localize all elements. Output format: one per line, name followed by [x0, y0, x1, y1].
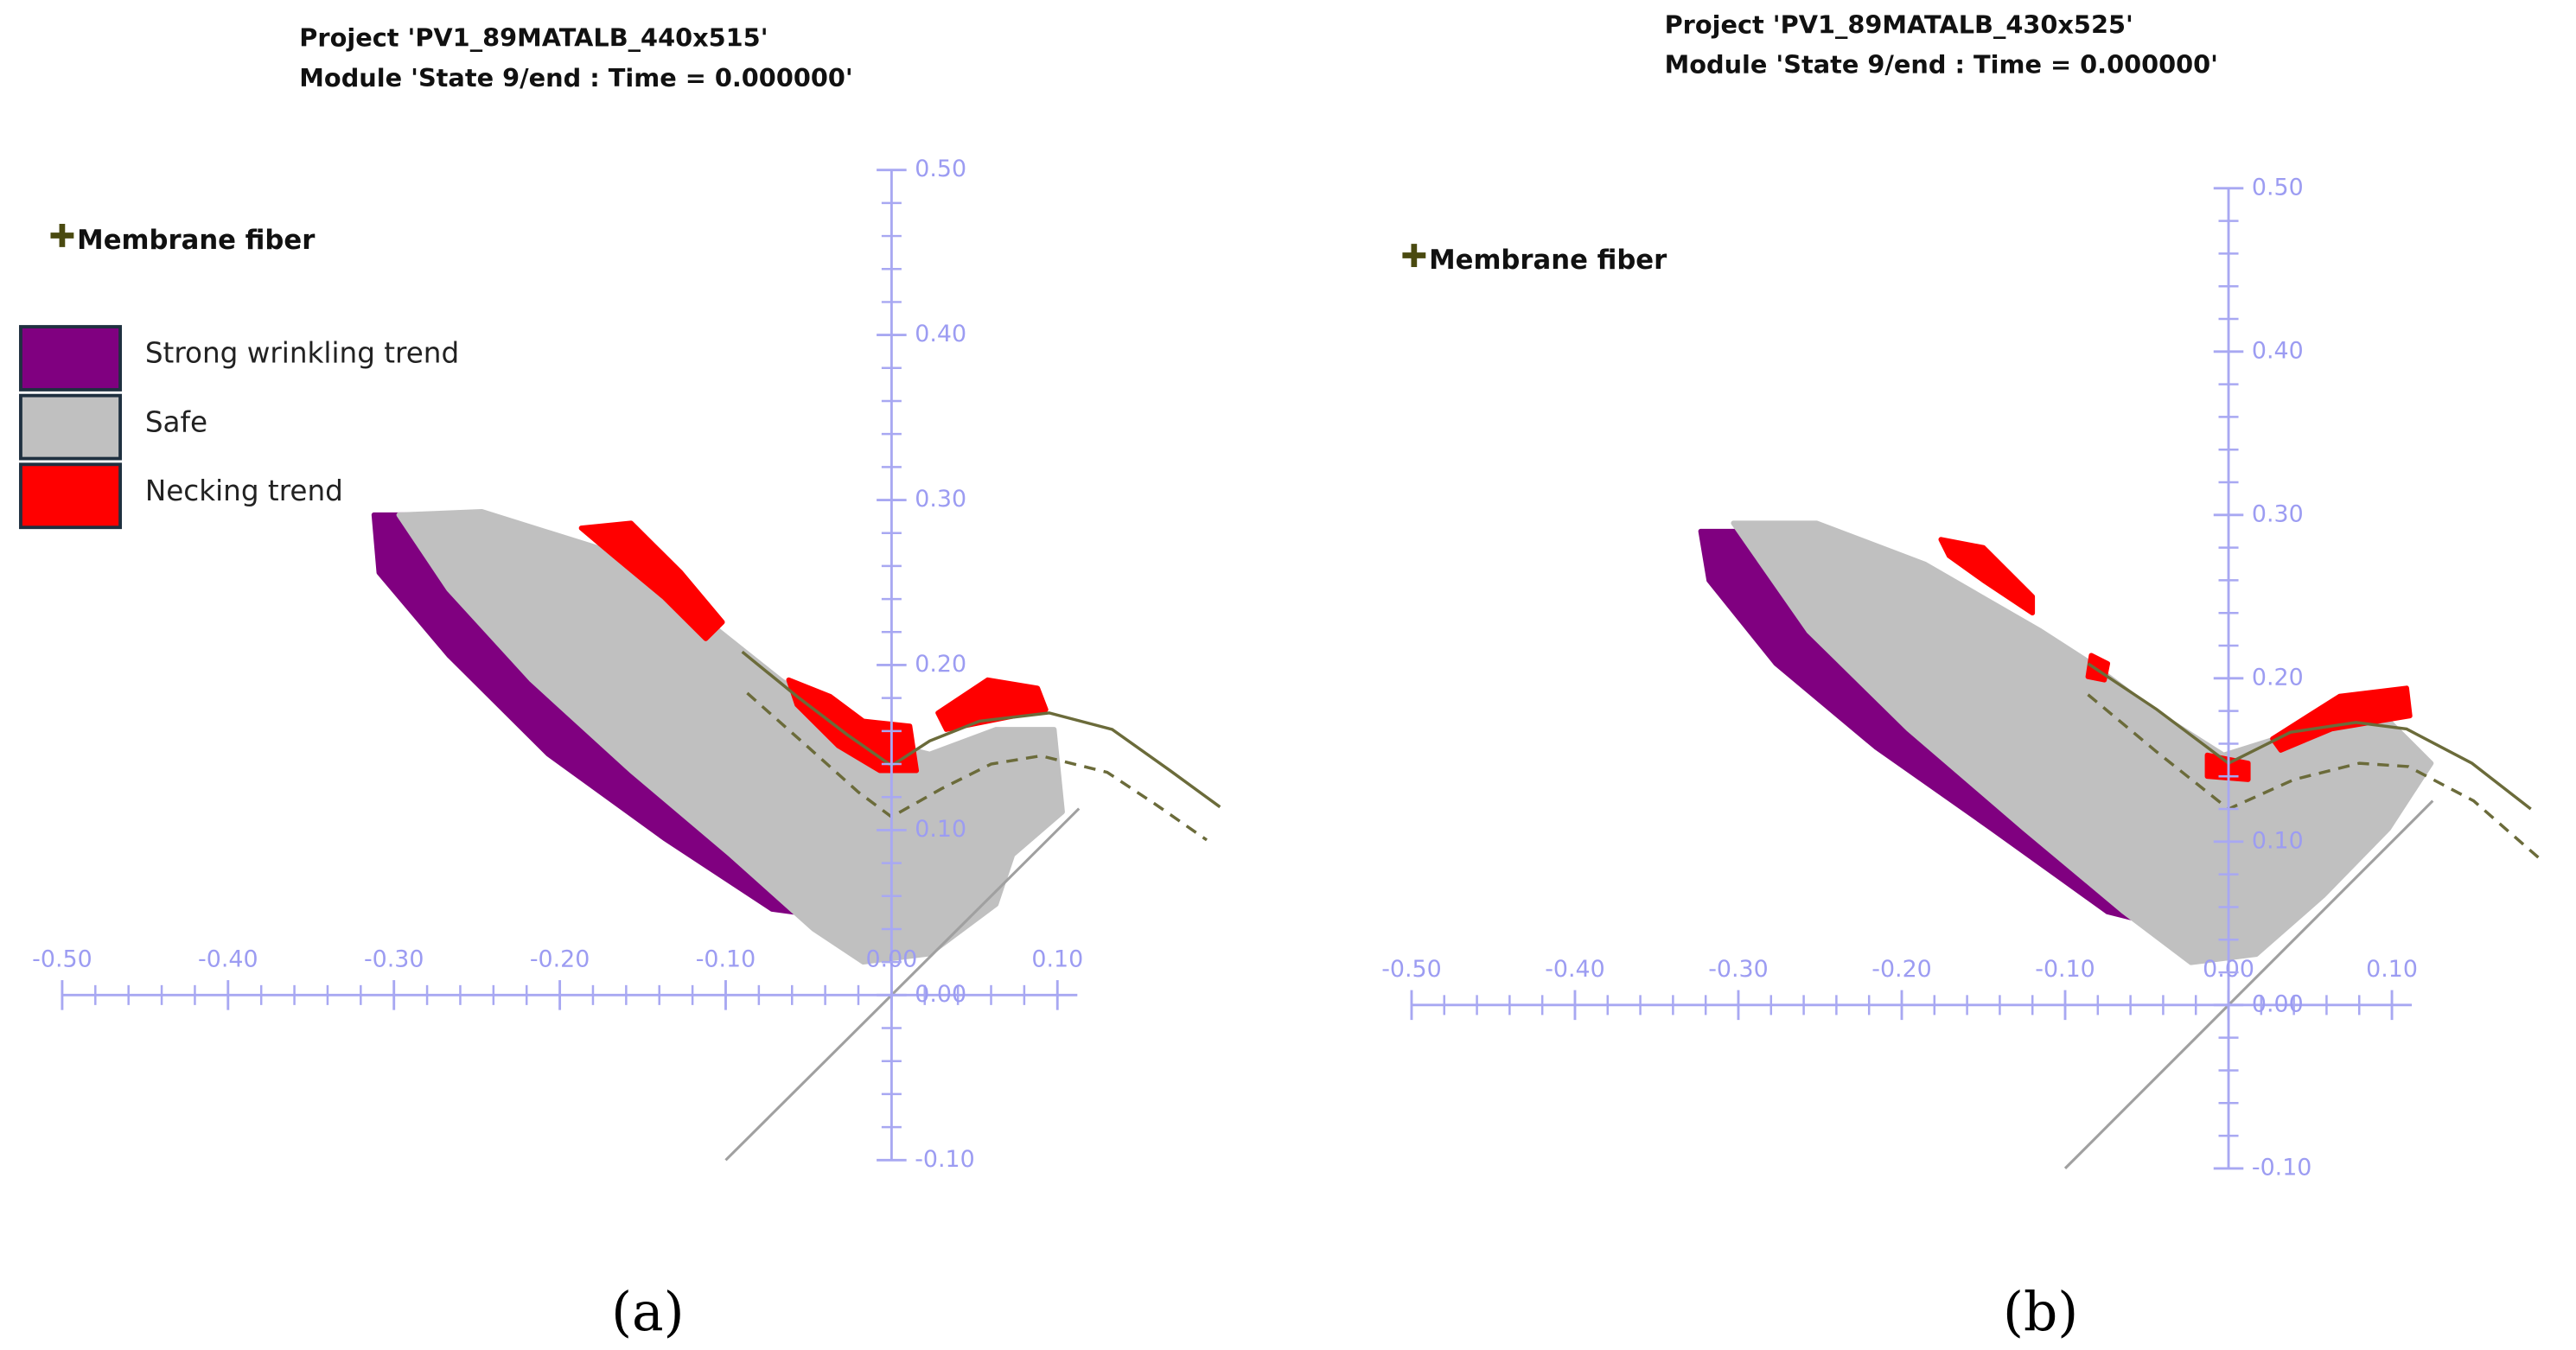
cloud-region [786, 677, 920, 774]
limit-curve [2087, 693, 2541, 860]
x-tick-label: -0.50 [1381, 956, 1442, 983]
limit-curve [741, 650, 1221, 809]
cloud-region [578, 520, 725, 641]
reference-line [2063, 799, 2434, 1169]
legend-label: Strong wrinkling trend [145, 337, 459, 370]
y-tick-label: 0.10 [915, 816, 966, 843]
reference-line [724, 807, 1081, 1162]
x-tick-label: -0.50 [32, 946, 92, 973]
y-tick-label: 0.30 [2252, 500, 2304, 527]
x-tick-label: -0.10 [2035, 956, 2095, 983]
legend-icon [50, 224, 74, 247]
legend-swatch [19, 325, 123, 392]
legend-swatch [19, 462, 123, 530]
legend-title: Membrane fiber [1429, 245, 1667, 276]
x-tick-label: -0.40 [1545, 956, 1605, 983]
limit-curve [2087, 662, 2532, 811]
y-tick-label: 0.50 [915, 156, 966, 182]
x-tick-label: -0.30 [1708, 956, 1768, 983]
cloud-region [1731, 520, 2434, 965]
x-tick-label: 0.10 [2366, 956, 2418, 983]
y-tick-label: 0.20 [2252, 664, 2304, 691]
legend-label: Necking trend [145, 474, 343, 507]
cloud-region [935, 677, 1049, 732]
cloud-region [2270, 685, 2413, 753]
legend-icon [1402, 244, 1426, 267]
x-tick-label: 0.00 [2203, 956, 2254, 983]
y-tick-label: 0.40 [915, 321, 966, 347]
x-tick-label: 0.10 [1031, 946, 1083, 973]
y-tick-label: -0.10 [2252, 1154, 2312, 1181]
y-tick-label: 0.00 [915, 981, 966, 1008]
y-tick-label: 0.10 [2252, 827, 2304, 854]
y-tick-label: 0.50 [2252, 174, 2304, 201]
x-tick-label: -0.30 [364, 946, 424, 973]
legend-swatch [19, 393, 123, 461]
chart-title: Project 'PV1_89MATALB_430x525' [1665, 10, 2133, 39]
x-tick-label: -0.20 [530, 946, 590, 973]
y-tick-label: 0.30 [915, 486, 966, 513]
cloud-region [1938, 537, 2036, 616]
y-tick-label: 0.20 [915, 651, 966, 678]
chart-subtitle: Module 'State 9/end : Time = 0.000000' [1665, 49, 2218, 79]
chart-title: Project 'PV1_89MATALB_440x515' [299, 23, 768, 53]
y-tick-label: -0.10 [915, 1146, 975, 1173]
chart-subtitle: Module 'State 9/end : Time = 0.000000' [299, 63, 852, 92]
legend-label: Safe [145, 405, 207, 438]
x-tick-label: -0.10 [696, 946, 756, 973]
x-tick-label: 0.00 [865, 946, 917, 973]
panel-label: (b) [2003, 1282, 2078, 1343]
panel-label: (a) [611, 1282, 685, 1343]
y-tick-label: 0.00 [2252, 990, 2304, 1017]
y-tick-label: 0.40 [2252, 337, 2304, 364]
cloud-region [396, 509, 1065, 965]
legend-title: Membrane fiber [77, 226, 316, 256]
x-tick-label: -0.40 [198, 946, 258, 973]
x-tick-label: -0.20 [1871, 956, 1932, 983]
